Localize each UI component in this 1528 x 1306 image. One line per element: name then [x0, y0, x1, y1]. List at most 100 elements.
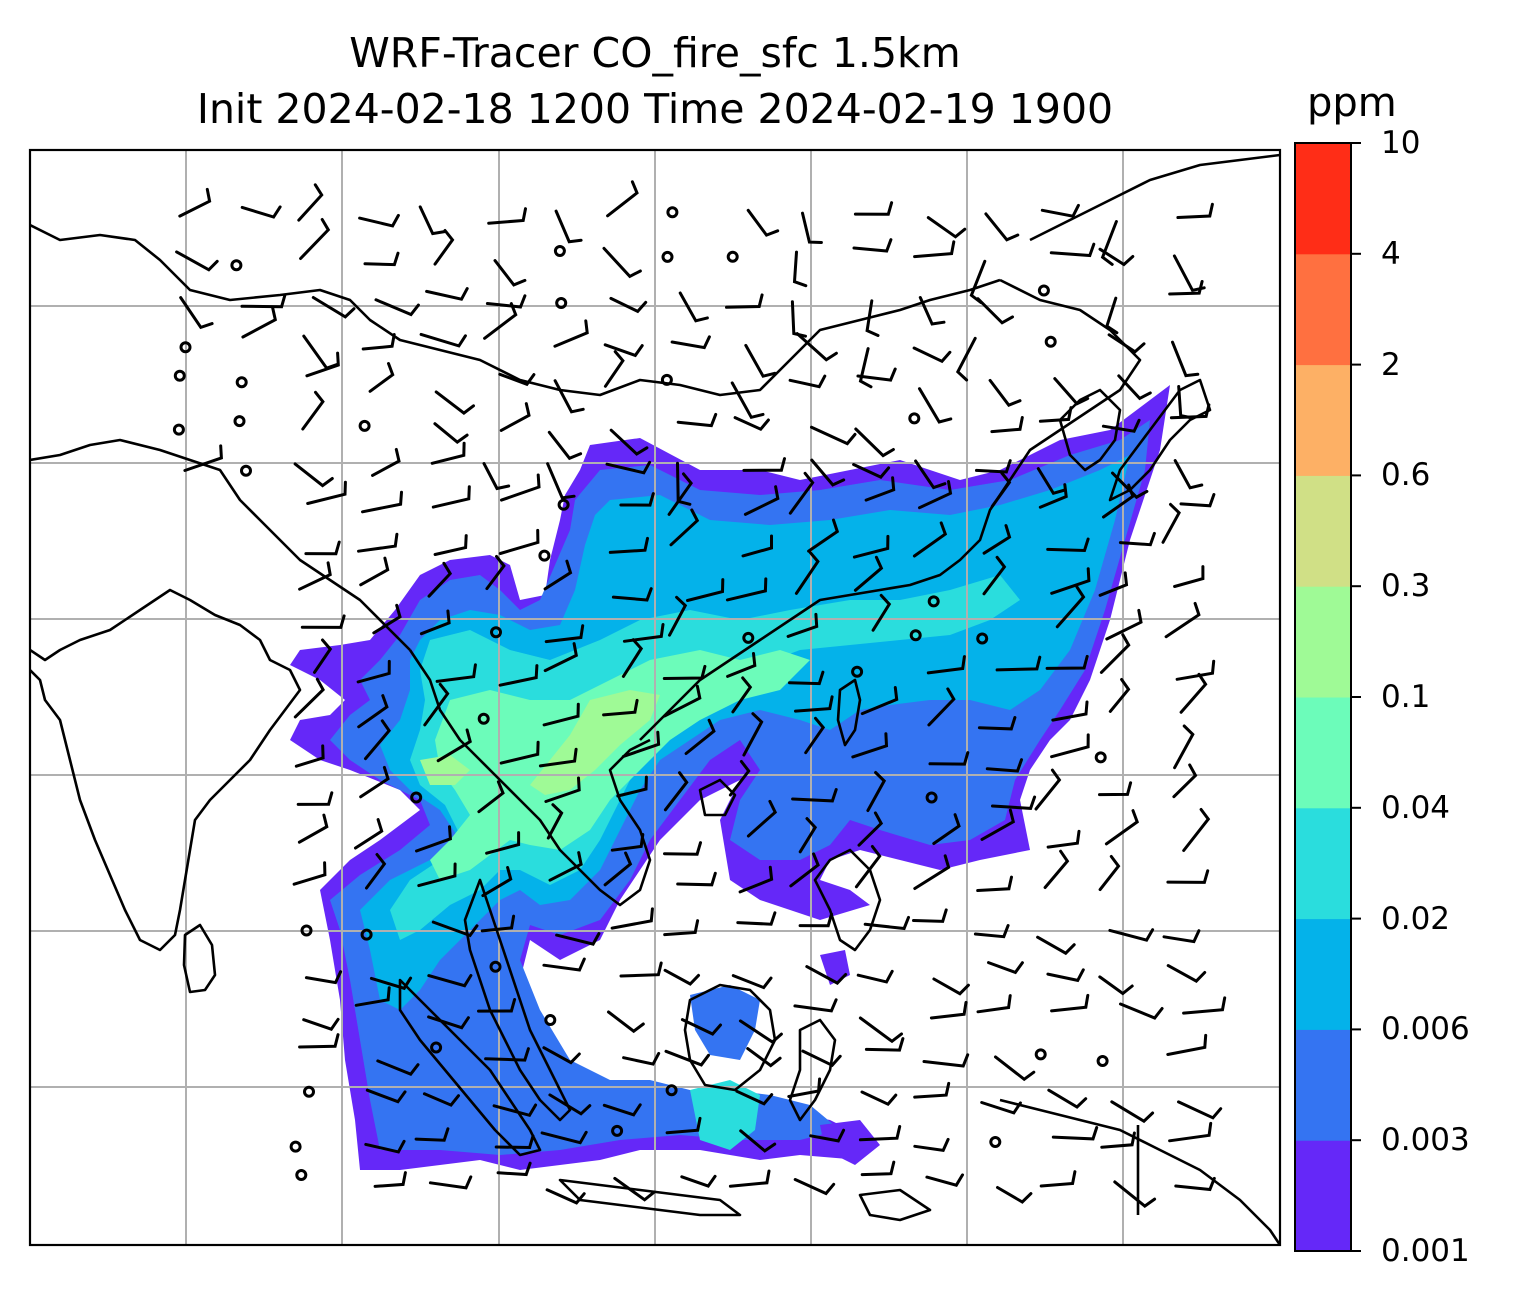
wind-barb	[1104, 809, 1140, 846]
wind-barb	[744, 343, 777, 378]
wind-barb	[603, 851, 633, 887]
wind-barbs	[172, 180, 1227, 1208]
wind-barb	[793, 998, 838, 1013]
wind-barb	[553, 319, 589, 348]
calm-wind-marker	[490, 626, 502, 639]
wind-barb	[1046, 968, 1085, 983]
wind-barb	[809, 1128, 846, 1143]
wind-barb	[602, 698, 639, 717]
colorbar-tick-label: 0.6	[1381, 457, 1431, 494]
calm-wind-marker	[303, 1085, 315, 1098]
wind-barb	[603, 350, 625, 388]
wind-barb	[742, 457, 786, 472]
wind-barb	[359, 765, 390, 799]
calm-wind-marker	[240, 464, 252, 477]
wind-barb	[1168, 1121, 1213, 1143]
wind-barb	[1182, 808, 1211, 852]
wind-barb	[609, 428, 649, 456]
wind-barb	[357, 532, 399, 553]
wind-barb	[494, 1134, 535, 1150]
coastline-timor	[858, 1188, 932, 1222]
wind-barb	[356, 659, 391, 684]
wind-barb	[670, 335, 711, 350]
wind-barb	[1046, 537, 1090, 553]
wind-barb	[414, 1127, 450, 1142]
wind-barb	[610, 907, 654, 930]
wind-barb	[1098, 855, 1121, 892]
wind-barb	[548, 1093, 592, 1116]
wind-barb	[240, 205, 282, 219]
wind-barb	[913, 854, 951, 890]
wind-barb	[544, 776, 581, 803]
wind-barb	[1049, 242, 1096, 258]
wind-barb	[1051, 1126, 1099, 1141]
coastline-malay	[463, 878, 572, 1122]
wind-barb	[431, 485, 471, 509]
wind-barb	[304, 540, 341, 556]
coastline-java	[558, 1178, 742, 1217]
calm-wind-marker	[295, 1169, 308, 1181]
wind-barb	[1108, 928, 1155, 942]
wind-barb	[364, 719, 391, 761]
wind-barb	[786, 612, 819, 638]
wind-barb	[726, 652, 757, 678]
wind-barb	[1173, 724, 1195, 770]
wind-barb	[1053, 377, 1090, 406]
wind-barb	[667, 472, 693, 516]
wind-barb	[913, 1081, 951, 1099]
calm-wind-marker	[235, 376, 248, 389]
wind-barb	[499, 740, 540, 765]
wind-barb	[730, 381, 765, 420]
wind-barb	[418, 205, 446, 236]
wind-barb	[1111, 471, 1149, 500]
wind-barb	[988, 378, 1022, 408]
wind-barb	[676, 412, 718, 428]
wind-barb	[175, 250, 219, 272]
wind-barb	[913, 1137, 950, 1153]
calm-wind-marker	[173, 369, 186, 382]
wind-barb	[928, 751, 970, 766]
wind-barb	[603, 343, 644, 358]
wind-barb	[725, 293, 764, 309]
wind-barb	[293, 677, 325, 719]
wind-barb	[299, 218, 331, 260]
wind-barb	[294, 744, 325, 768]
title-line-2: Init 2024-02-18 1200 Time 2024-02-19 190…	[196, 85, 1114, 133]
colorbar-tick-label: 0.006	[1381, 1011, 1470, 1048]
wind-barb	[1177, 385, 1194, 420]
wind-barb	[602, 246, 642, 279]
wind-barb	[496, 1161, 532, 1177]
calm-wind-marker	[555, 297, 568, 309]
colorbar-tick-label: 2	[1381, 346, 1401, 383]
wind-barb	[1174, 1176, 1216, 1192]
colorbar	[1295, 143, 1351, 1252]
wind-barb	[179, 296, 214, 330]
wind-barb	[602, 1103, 642, 1117]
wind-barb	[853, 201, 894, 216]
wind-barb	[311, 296, 356, 319]
wind-barb	[1038, 406, 1073, 423]
wind-barb	[417, 862, 457, 888]
wind-barb	[293, 462, 334, 488]
wind-barb	[793, 1178, 836, 1196]
border-north	[30, 223, 1001, 397]
coastline-china-east	[639, 278, 1142, 741]
calm-wind-marker	[1037, 284, 1050, 297]
coastline-sumatra	[398, 978, 542, 1157]
wind-barb	[487, 207, 527, 225]
wind-barb	[484, 1047, 530, 1062]
coastline-sri-lanka	[182, 923, 217, 994]
coastline-sulawesi	[788, 1018, 837, 1122]
wind-barb	[914, 459, 947, 490]
wind-barb	[1171, 340, 1200, 378]
calm-wind-marker	[660, 373, 673, 386]
wind-barb	[354, 818, 384, 850]
wind-barb	[669, 508, 700, 547]
wind-barb	[995, 655, 1042, 672]
wind-barb	[373, 1171, 407, 1188]
wind-barb	[798, 912, 833, 928]
wind-barb	[926, 216, 967, 239]
colorbar-unit-label: ppm	[1307, 80, 1397, 126]
coastline-philippines	[813, 848, 882, 952]
wind-barb	[374, 298, 420, 317]
